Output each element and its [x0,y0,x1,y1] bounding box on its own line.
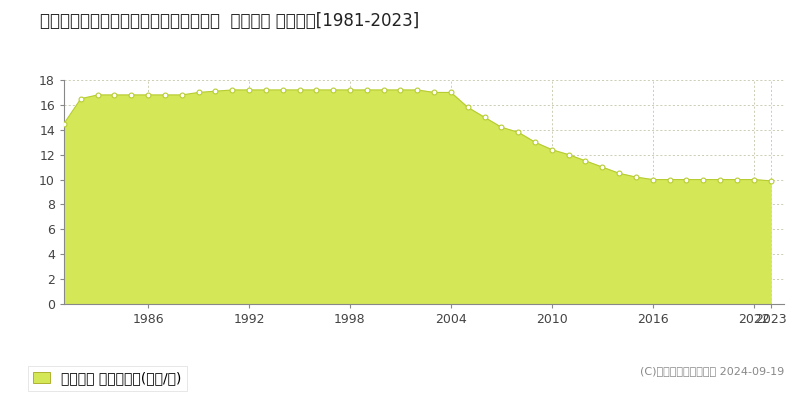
Text: (C)土地価格ドットコム 2024-09-19: (C)土地価格ドットコム 2024-09-19 [640,366,784,376]
Legend: 公示地価 平均坪単価(万円/坪): 公示地価 平均坪単価(万円/坪) [28,366,187,391]
Text: 青森県弘前市大字豊原２丁目１３番１８  公示地価 地価推移[1981-2023]: 青森県弘前市大字豊原２丁目１３番１８ 公示地価 地価推移[1981-2023] [40,12,419,30]
